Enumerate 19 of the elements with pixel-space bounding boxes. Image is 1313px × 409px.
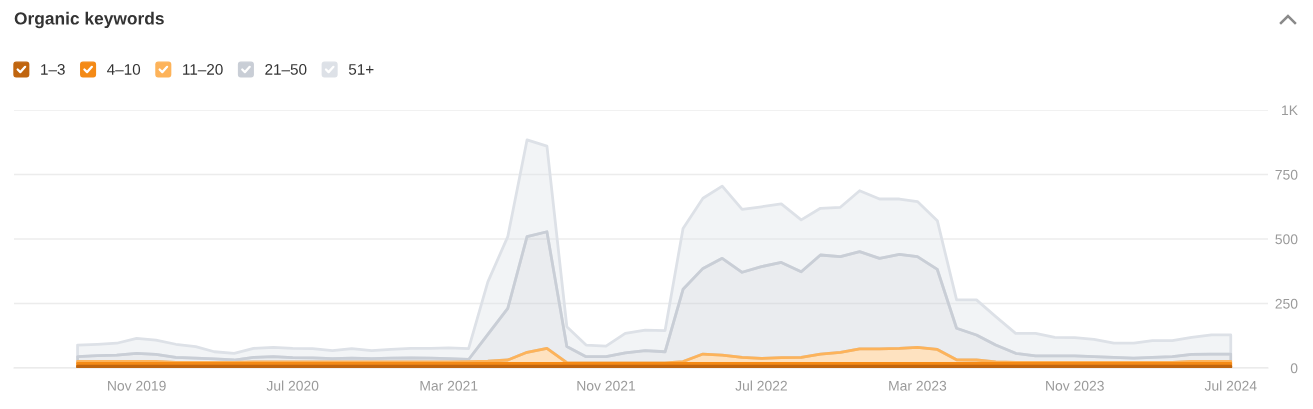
y-tick-label: 250: [1275, 298, 1298, 309]
legend-label: 21–50: [265, 64, 307, 75]
x-tick-label: Nov 2021: [577, 380, 636, 391]
y-tick-label: 500: [1275, 234, 1298, 245]
legend-label: 4–10: [107, 64, 141, 75]
x-tick-label: Mar 2021: [420, 380, 478, 391]
x-tick-label: Nov 2023: [1046, 380, 1104, 391]
x-tick-label: Mar 2023: [889, 380, 947, 391]
x-tick-label: Nov 2019: [108, 380, 166, 391]
x-tick-label: Jul 2020: [266, 380, 319, 391]
legend-label: 51+: [348, 64, 374, 75]
legend-label: 11–20: [183, 64, 223, 75]
chart-title: Organic keywords: [14, 11, 164, 29]
x-tick-label: Jul 2022: [735, 380, 787, 391]
legend-label: 1–3: [41, 64, 65, 75]
x-tick-label: Jul 2024: [1204, 380, 1257, 391]
y-tick-label: 750: [1275, 169, 1298, 180]
y-tick-label: 0: [1290, 363, 1298, 374]
y-tick-label: 1K: [1282, 105, 1298, 116]
